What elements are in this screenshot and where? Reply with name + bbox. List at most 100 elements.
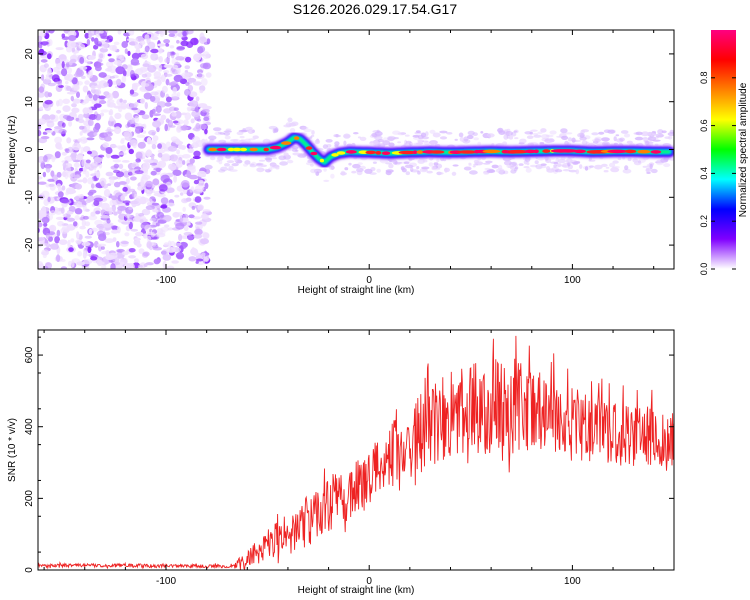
noise-blob <box>66 85 72 91</box>
noise-blob <box>98 72 107 78</box>
noise-blob <box>120 139 125 144</box>
noise-blob <box>75 170 82 174</box>
noise-blob <box>156 211 165 220</box>
noise-blob <box>152 135 159 142</box>
noise-blob <box>176 126 182 133</box>
halo-blob <box>403 161 410 165</box>
noise-blob <box>190 37 199 46</box>
noise-blob <box>166 51 171 59</box>
halo-blob <box>335 134 339 138</box>
snr-ytick-label: 200 <box>24 490 35 507</box>
halo-blob <box>415 130 421 134</box>
noise-blob <box>181 180 190 188</box>
noise-blob <box>102 183 109 189</box>
noise-blob <box>98 154 105 158</box>
noise-blob <box>130 228 139 232</box>
halo-blob <box>555 157 560 163</box>
signal-hotspot <box>208 147 218 152</box>
noise-blob <box>65 81 69 85</box>
noise-blob <box>56 229 61 237</box>
halo-blob <box>405 140 412 144</box>
noise-blob <box>178 233 183 242</box>
noise-blob <box>75 183 82 190</box>
noise-blob <box>62 98 70 105</box>
noise-blob <box>181 112 187 116</box>
noise-blob <box>139 219 144 224</box>
noise-blob <box>106 99 111 108</box>
noise-blob <box>55 142 62 150</box>
noise-blob <box>111 229 119 234</box>
halo-blob <box>272 157 277 160</box>
halo-blob <box>473 137 479 141</box>
halo-blob <box>603 170 609 173</box>
noise-blob <box>201 109 210 113</box>
halo-blob <box>477 141 482 146</box>
halo-blob <box>463 166 472 171</box>
noise-blob <box>88 32 92 39</box>
noise-blob <box>118 146 128 151</box>
noise-blob <box>146 137 152 145</box>
noise-blob <box>189 188 193 193</box>
noise-blob <box>79 225 86 230</box>
noise-blob <box>61 151 67 156</box>
halo-blob <box>634 136 644 141</box>
halo-blob <box>663 163 671 168</box>
halo-blob <box>553 162 559 165</box>
noise-blob <box>82 177 88 184</box>
noise-blob <box>178 143 183 150</box>
noise-blob <box>84 235 92 239</box>
halo-blob <box>299 125 307 130</box>
noise-blob <box>38 123 42 130</box>
noise-blob <box>131 82 141 87</box>
noise-blob <box>139 40 146 46</box>
noise-blob <box>150 153 155 160</box>
snr-series-line <box>38 335 674 570</box>
noise-blob <box>201 256 210 261</box>
noise-blob <box>94 122 101 130</box>
noise-blob <box>130 58 140 66</box>
halo-blob <box>567 137 572 142</box>
halo-blob <box>234 158 238 163</box>
halo-blob <box>497 164 503 170</box>
noise-blob <box>45 232 50 240</box>
noise-blob <box>139 66 149 72</box>
halo-blob <box>392 137 400 140</box>
noise-blob <box>114 112 122 120</box>
noise-blob <box>93 197 104 202</box>
noise-blob <box>58 239 68 246</box>
halo-blob <box>537 131 543 135</box>
halo-blob <box>615 134 620 137</box>
noise-blob <box>162 153 170 160</box>
noise-blob <box>71 84 80 92</box>
noise-blob <box>163 64 169 68</box>
heatmap-ytick-label: -20 <box>24 237 35 252</box>
halo-blob <box>594 164 603 170</box>
noise-blob <box>195 260 199 264</box>
noise-blob <box>199 89 204 94</box>
halo-blob <box>610 129 616 134</box>
noise-blob <box>41 206 47 214</box>
noise-blob <box>38 129 42 137</box>
noise-blob <box>120 58 126 63</box>
halo-blob <box>611 166 621 169</box>
noise-blob <box>81 101 87 105</box>
noise-blob <box>86 137 95 141</box>
halo-blob <box>495 168 505 173</box>
noise-blob <box>134 215 140 222</box>
noise-blob <box>119 257 123 263</box>
halo-blob <box>579 164 583 170</box>
halo-blob <box>278 155 287 161</box>
noise-blob <box>66 189 77 194</box>
noise-blob <box>198 123 207 130</box>
noise-blob <box>77 152 84 161</box>
noise-blob <box>121 251 129 256</box>
halo-blob <box>273 128 279 133</box>
noise-blob <box>112 90 120 99</box>
noise-blob <box>156 193 166 198</box>
noise-blob <box>145 180 153 188</box>
signal-hotspot <box>249 147 258 152</box>
halo-blob <box>571 137 576 143</box>
noise-blob <box>192 155 201 160</box>
colorbar-ticks: 0.0 0.2 0.4 0.6 0.8 <box>699 72 736 275</box>
